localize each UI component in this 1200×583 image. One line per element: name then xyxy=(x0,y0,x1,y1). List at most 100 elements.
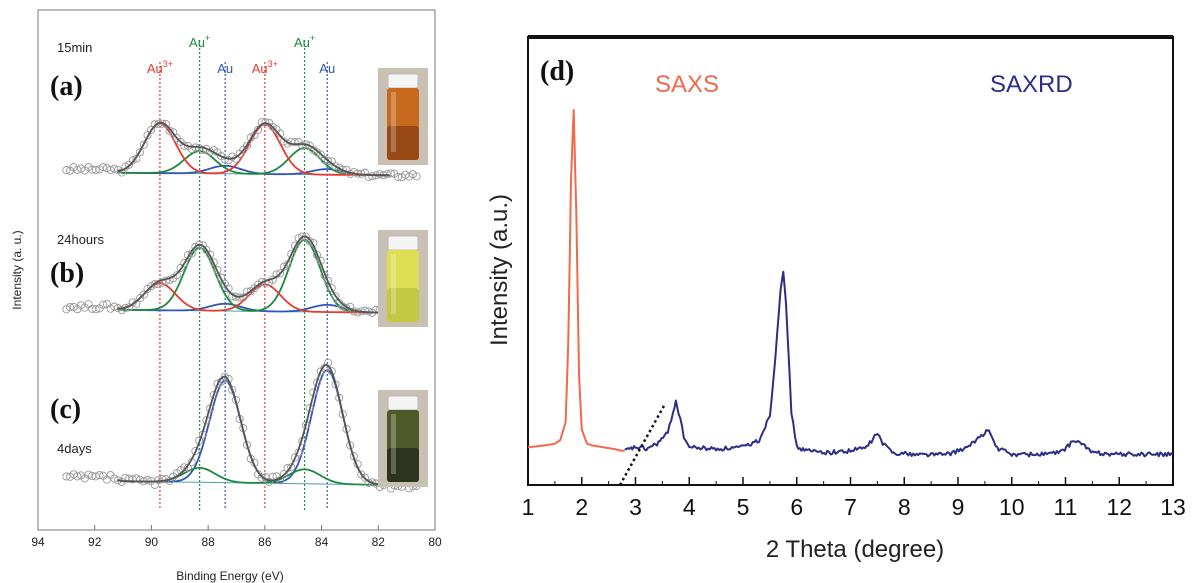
xps-data-point xyxy=(217,273,226,282)
saxs-transition-marker xyxy=(618,403,667,486)
xps-peak-charge: 3+ xyxy=(268,59,278,69)
saxs-legend-saxrd: SAXRD xyxy=(990,71,1073,98)
xps-peak-label: Au xyxy=(217,61,233,76)
saxs-series-line-saxs xyxy=(527,109,625,452)
xps-panels: (a) 15min (b) 24hours (c) 4days xyxy=(50,40,428,493)
xps-x-tick-label: 80 xyxy=(428,535,442,549)
saxs-x-tick-label: 8 xyxy=(898,494,911,520)
saxs-x-tick-label: 11 xyxy=(1054,494,1078,520)
xps-data-point xyxy=(110,164,119,173)
xps-data-point xyxy=(305,237,314,246)
xps-data-point xyxy=(198,145,207,154)
xps-data-point xyxy=(261,118,270,127)
xps-data-point xyxy=(195,240,204,249)
xps-data-point xyxy=(331,292,340,301)
xps-data-point xyxy=(213,379,222,388)
sample-vial-photo-2 xyxy=(378,390,428,487)
xps-data-point xyxy=(62,166,71,175)
xps-envelope-1 xyxy=(117,235,390,314)
saxs-legend-saxs: SAXS xyxy=(655,71,719,98)
xps-data-point xyxy=(368,172,377,181)
xps-component-au3-0 xyxy=(117,122,390,177)
xps-x-tick-label: 90 xyxy=(145,535,159,549)
xps-data-point xyxy=(257,473,266,482)
saxs-x-tick-label: 13 xyxy=(1160,494,1186,520)
saxs-series-line-saxrd xyxy=(624,270,1174,458)
xps-x-ticks: 94 92 90 88 86 84 82 80 xyxy=(31,525,442,549)
xps-data-point xyxy=(136,148,145,157)
xps-data-point xyxy=(139,140,148,149)
xps-data-point xyxy=(147,125,156,135)
xps-peak-charge: + xyxy=(310,33,315,43)
xps-data-point xyxy=(338,165,347,174)
xps-peak-ion: Au xyxy=(252,61,268,76)
xps-x-tick-label: 82 xyxy=(372,535,386,549)
xps-data-point xyxy=(165,126,174,135)
xps-data-point xyxy=(279,470,288,479)
xps-x-tick-label: 94 xyxy=(31,535,45,549)
xps-data-point xyxy=(91,305,100,314)
saxs-chart: 1 2 3 4 5 6 7 8 9 10 11 12 13 (d) SAXS SAXRD Intensi… xyxy=(486,35,1186,563)
xps-data-point xyxy=(132,154,141,163)
xps-panel-time: 15min xyxy=(57,40,92,55)
xps-peak-label: Au3+ xyxy=(252,59,278,76)
xps-data-point xyxy=(128,156,137,165)
xps-data-point xyxy=(99,163,108,172)
xps-data-point xyxy=(172,271,181,280)
saxs-x-tick-label: 6 xyxy=(790,494,803,520)
xps-data-point xyxy=(276,129,285,138)
xps-data-point xyxy=(386,169,395,178)
xps-data-point xyxy=(213,265,222,275)
xps-peak-ion: Au xyxy=(217,61,233,76)
xps-data-point xyxy=(143,476,152,485)
xps-data-point xyxy=(62,472,71,481)
xps-envelope-0 xyxy=(117,121,390,177)
xps-data-point xyxy=(324,276,333,285)
xps-data-point xyxy=(287,463,296,472)
xps-component-au1-1 xyxy=(117,238,390,314)
xps-panel-1: (b) 24hours xyxy=(50,230,428,327)
xps-data-point xyxy=(95,471,104,480)
xps-x-tick-label: 86 xyxy=(258,535,272,549)
xps-data-point xyxy=(117,168,126,177)
xps-peak-labels: Au3+Au+Au Au3+Au+Au xyxy=(147,33,335,76)
xps-panel-label: (a) xyxy=(50,71,83,102)
xps-data-point xyxy=(287,250,296,259)
xps-data-point xyxy=(228,385,237,394)
xps-peak-ion: Au xyxy=(189,35,205,50)
xps-peak-charge: + xyxy=(205,33,210,43)
saxs-x-tick-label: 2 xyxy=(575,494,588,520)
xps-peak-ion: Au xyxy=(319,61,335,76)
saxs-x-axis-label: 2 Theta (degree) xyxy=(766,536,944,563)
xps-data-point xyxy=(254,125,263,134)
xps-y-axis-label: Intensity (a. u.) xyxy=(10,230,24,309)
xps-data-point xyxy=(169,128,178,137)
xps-data-point xyxy=(158,278,167,287)
saxs-x-ticks: 1 2 3 4 5 6 7 8 9 10 11 12 13 xyxy=(522,477,1186,520)
xps-peak-charge: 3+ xyxy=(163,59,173,69)
xps-component-au0-2 xyxy=(117,369,390,486)
xps-peak-ion: Au xyxy=(147,61,163,76)
saxs-panel-label: (d) xyxy=(540,56,574,87)
xps-data-point xyxy=(394,172,403,181)
xps-data-point xyxy=(180,259,189,268)
xps-panel-label: (b) xyxy=(50,258,84,289)
xps-component-au3-1 xyxy=(117,282,390,314)
xps-data-point xyxy=(84,470,93,479)
xps-data-point xyxy=(327,283,336,293)
xps-data-point xyxy=(110,474,119,483)
saxs-x-tick-label: 5 xyxy=(737,494,750,520)
xps-envelope-2 xyxy=(117,363,390,486)
xps-data-point xyxy=(242,141,252,150)
saxs-x-tick-label: 3 xyxy=(629,494,642,520)
saxs-x-tick-label: 4 xyxy=(683,494,696,520)
xps-peak-label: Au3+ xyxy=(147,59,173,76)
saxs-x-tick-label: 10 xyxy=(999,494,1025,520)
xps-data-point xyxy=(276,269,285,278)
xps-data-point xyxy=(99,300,108,309)
xps-plot-frame xyxy=(37,9,436,531)
xps-peak-ion: Au xyxy=(294,35,310,50)
xps-panel-time: 24hours xyxy=(57,232,104,247)
xps-peak-label: Au xyxy=(319,61,335,76)
xps-data-point xyxy=(235,293,244,302)
